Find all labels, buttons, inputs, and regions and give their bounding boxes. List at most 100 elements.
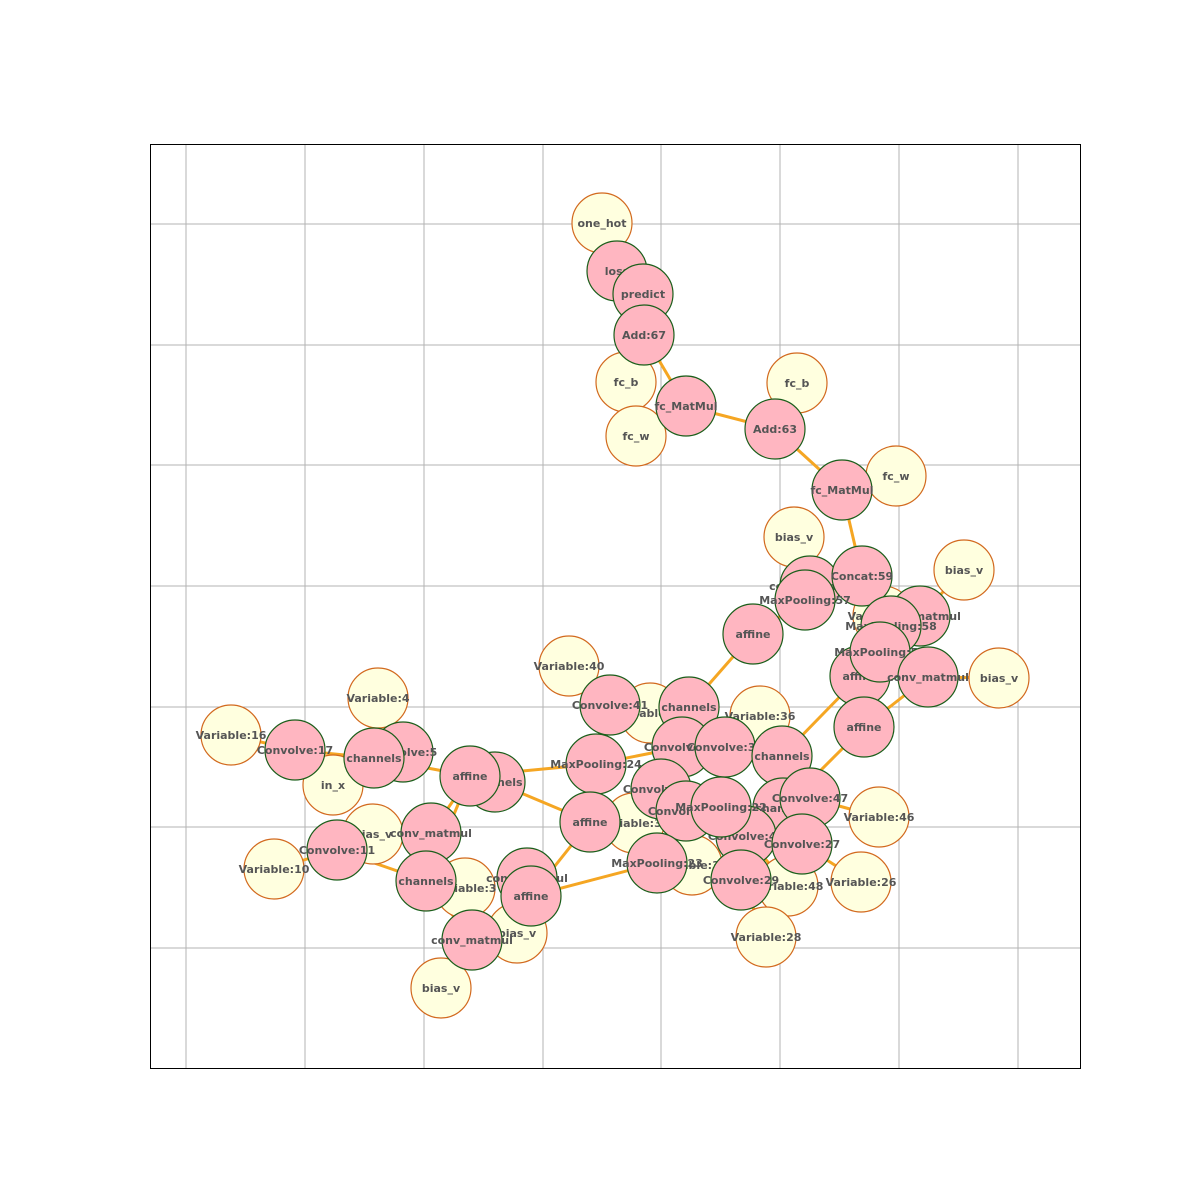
node-label: bias_v [945,564,984,577]
node-one-hot[interactable]: one_hot [571,192,633,254]
node-biasv-c[interactable]: bias_v [968,647,1030,709]
node-label: Convolve:17 [257,744,333,757]
op-node-circle [771,813,833,875]
variable-node-circle [538,635,600,697]
node-label: fc_w [623,430,650,443]
node-var46[interactable]: Variable:46 [844,786,915,848]
node-maxpool57[interactable]: MaxPooling:57 [759,569,851,631]
node-label: affine [573,816,608,829]
node-var10[interactable]: Variable:10 [239,838,310,900]
node-channels-d[interactable]: channels [343,727,405,789]
node-affine-b[interactable]: affine [833,696,895,758]
node-maxpool22[interactable]: MaxPooling:22 [675,776,767,838]
node-label: fc_MatMul [811,484,874,497]
node-label: Convolve:11 [299,844,375,857]
node-conv47[interactable]: Convolve:47 [772,767,848,829]
node-convmat-f[interactable]: conv_matmul [431,909,513,971]
node-label: Variable:10 [239,863,310,876]
nodes: one_hot fc_b fc_w fc_b fc_w bias_v bias_v Varia… [196,192,1030,1019]
node-conv41[interactable]: Convolve:41 [572,674,648,736]
op-node-circle [897,646,959,708]
node-convmat-d[interactable]: conv_matmul [390,802,472,864]
op-node-circle [811,459,873,521]
node-label: fc_w [883,470,910,483]
node-add67[interactable]: Add:67 [613,304,675,366]
node-label: Convolve:29 [703,874,779,887]
node-label: conv_matmul [431,934,513,947]
node-var28[interactable]: Variable:28 [731,906,802,968]
node-var40[interactable]: Variable:40 [534,635,605,697]
node-var26[interactable]: Variable:26 [826,851,897,913]
node-fcmatmul1[interactable]: fc_MatMul [655,375,718,437]
node-label: bias_v [980,672,1019,685]
node-label: conv_matmul [390,827,472,840]
op-node-circle [441,909,503,971]
node-label: affine [847,721,882,734]
node-maxpool23[interactable]: MaxPooling:23 [611,832,703,894]
node-biasv-f[interactable]: bias_v [410,957,472,1019]
node-label: in_x [321,779,345,792]
node-label: Convolve:41 [572,699,648,712]
node-conv29[interactable]: Convolve:29 [703,849,779,911]
node-label: MaxPooling:57 [759,594,851,607]
op-node-circle [655,375,717,437]
node-conv37[interactable]: Convolve:37 [687,716,763,778]
op-node-circle [395,850,457,912]
op-node-circle [613,304,675,366]
node-label: affine [736,628,771,641]
op-node-circle [626,832,688,894]
node-label: Variable:36 [725,710,796,723]
node-conv27[interactable]: Convolve:27 [764,813,840,875]
variable-node-circle [200,704,262,766]
variable-node-circle [933,539,995,601]
node-var4[interactable]: Variable:4 [346,667,410,729]
node-label: bias_v [498,927,537,940]
node-concat59[interactable]: Concat:59 [831,545,893,607]
node-affine-e[interactable]: affine [439,745,501,807]
node-label: Variable:40 [534,660,605,673]
node-label: Convolve:37 [687,741,763,754]
node-label: fc_b [614,376,639,389]
node-label: Variable:16 [196,729,267,742]
node-fcb2[interactable]: fc_b [766,352,828,414]
node-affine-d[interactable]: affine [559,791,621,853]
op-node-circle [343,727,405,789]
node-fcw1[interactable]: fc_w [605,405,667,467]
node-affine-c[interactable]: affine [722,603,784,665]
node-label: bias_v [775,531,814,544]
node-conv17[interactable]: Convolve:17 [257,719,333,781]
op-node-circle [306,819,368,881]
op-node-circle [831,545,893,607]
node-label: fc_b [785,377,810,390]
node-maxpool56[interactable]: MaxPooling:56 [834,621,926,683]
node-label: channels [754,750,810,763]
node-label: Variable:46 [844,811,915,824]
node-label: Variable:28 [731,931,802,944]
node-var16[interactable]: Variable:16 [196,704,267,766]
op-node-circle [774,569,836,631]
node-label: Concat:59 [831,570,893,583]
op-node-circle [690,776,752,838]
variable-node-circle [968,647,1030,709]
node-add63[interactable]: Add:63 [744,398,806,460]
node-label: MaxPooling:22 [675,801,767,814]
node-label: channels [661,701,717,714]
op-node-circle [579,674,641,736]
node-label: conv_matmul [887,671,969,684]
node-conv11[interactable]: Convolve:11 [299,819,375,881]
node-fcmatmul2[interactable]: fc_MatMul [811,459,874,521]
node-biasv-b[interactable]: bias_v [933,539,995,601]
variable-node-circle [243,838,305,900]
node-fcw2[interactable]: fc_w [865,445,927,507]
op-node-circle [500,865,562,927]
node-label: Add:63 [753,423,797,436]
node-convmat-c[interactable]: conv_matmul [887,646,969,708]
node-label: one_hot [578,217,627,230]
op-node-circle [833,696,895,758]
node-fcb1[interactable]: fc_b [595,351,657,413]
node-channels-f[interactable]: channels [395,850,457,912]
node-label: MaxPooling:24 [550,758,642,771]
node-affine-f[interactable]: affine [500,865,562,927]
node-label: channels [346,752,402,765]
